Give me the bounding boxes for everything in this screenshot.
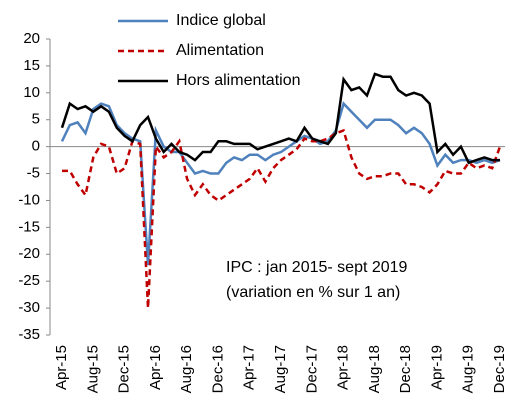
y-tick-label: 20 bbox=[23, 30, 40, 47]
legend-label: Hors alimentation bbox=[176, 72, 301, 89]
x-tick-label: Apr-16 bbox=[147, 345, 164, 390]
annotation: (variation en % sur 1 an) bbox=[226, 284, 400, 301]
y-tick-label: -20 bbox=[18, 245, 40, 262]
y-tick-label: -35 bbox=[18, 326, 40, 343]
y-tick-label: 0 bbox=[32, 138, 40, 155]
x-tick-label: Dec-15 bbox=[116, 345, 133, 393]
series-line bbox=[60, 101, 501, 266]
series-line bbox=[60, 72, 500, 165]
y-tick-label: -5 bbox=[27, 165, 40, 182]
x-tick-label: Dec-19 bbox=[491, 345, 508, 393]
x-tick-label: Dec-18 bbox=[397, 345, 414, 393]
x-tick-label: Apr-19 bbox=[428, 345, 445, 390]
x-tick-label: Aug-19 bbox=[460, 345, 477, 393]
x-tick-label: Dec-17 bbox=[303, 345, 320, 393]
series-line bbox=[62, 128, 502, 309]
x-tick-label: Aug-16 bbox=[178, 345, 195, 393]
y-tick-label: -15 bbox=[18, 218, 40, 235]
legend-label: Alimentation bbox=[176, 42, 264, 59]
y-tick-label: 10 bbox=[23, 84, 40, 101]
x-tick-label: Apr-17 bbox=[241, 345, 258, 390]
y-tick-label: -10 bbox=[18, 191, 40, 208]
x-tick-label: Apr-18 bbox=[335, 345, 352, 390]
annotation: IPC : jan 2015- sept 2019 bbox=[226, 259, 408, 276]
y-tick-label: 15 bbox=[23, 57, 40, 74]
x-tick-label: Aug-17 bbox=[272, 345, 289, 393]
x-tick-label: Dec-16 bbox=[209, 345, 226, 393]
y-tick-label: -25 bbox=[18, 272, 40, 289]
legend-label: Indice global bbox=[176, 12, 266, 29]
y-tick-label: 5 bbox=[32, 111, 40, 128]
y-tick-label: -30 bbox=[18, 299, 40, 316]
x-tick-label: Apr-15 bbox=[53, 345, 70, 390]
x-tick-label: Aug-18 bbox=[366, 345, 383, 393]
x-tick-label: Aug-15 bbox=[84, 345, 101, 393]
